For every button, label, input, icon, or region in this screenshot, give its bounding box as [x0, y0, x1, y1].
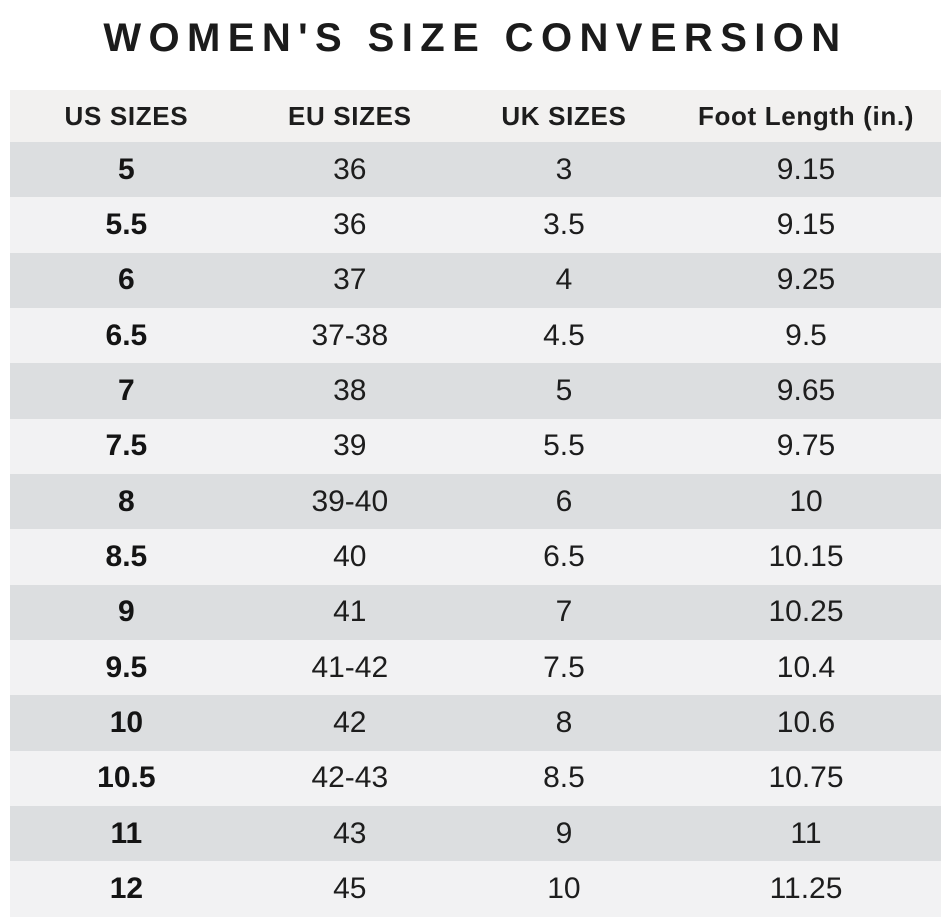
cell-us-size: 7.5	[105, 429, 148, 463]
cell-uk-size: 8	[555, 706, 573, 740]
cell-foot-length: 10.75	[768, 761, 844, 795]
cell-foot-length: 10.6	[776, 706, 836, 740]
cell-us-size: 11	[110, 816, 143, 850]
cell-uk-size: 4	[555, 263, 573, 297]
table-row: 10.5 42-43 8.5 10.75	[10, 750, 941, 807]
table-row: 12 45 10 11.25	[10, 861, 941, 917]
cell-foot-length: 9.25	[776, 263, 836, 297]
cell-uk-size: 5	[555, 374, 573, 408]
table-row: 5 36 3 9.15	[10, 142, 941, 198]
cell-us-size: 9	[118, 595, 135, 629]
cell-eu-size: 40	[333, 540, 367, 574]
cell-uk-size: 6	[555, 484, 573, 518]
cell-us-size: 5.5	[105, 208, 148, 242]
cell-foot-length: 10.4	[776, 650, 836, 684]
column-header-uk-sizes: UK SIZES	[456, 90, 671, 142]
cell-us-size: 6.5	[105, 318, 148, 352]
cell-foot-length: 9.15	[776, 208, 836, 242]
cell-eu-size: 42-43	[311, 761, 389, 795]
cell-us-size: 8	[118, 484, 135, 518]
cell-us-size: 5	[118, 152, 135, 186]
cell-uk-size: 5.5	[543, 429, 585, 463]
table-header: US SIZES EU SIZES UK SIZES Foot Length (…	[10, 90, 941, 142]
table-row: 11 43 9 11	[10, 806, 941, 862]
column-header-eu-sizes: EU SIZES	[242, 90, 457, 142]
cell-uk-size: 9	[555, 816, 573, 850]
column-header-foot-length: Foot Length (in.)	[671, 90, 941, 142]
cell-us-size: 6	[118, 263, 135, 297]
cell-us-size: 7	[118, 374, 135, 408]
cell-eu-size: 36	[333, 152, 367, 186]
cell-foot-length: 10	[789, 484, 823, 518]
cell-foot-length: 9.15	[776, 152, 836, 186]
cell-uk-size: 8.5	[543, 761, 585, 795]
cell-foot-length: 9.5	[785, 318, 827, 352]
cell-uk-size: 3.5	[543, 208, 585, 242]
cell-eu-size: 39-40	[311, 484, 389, 518]
cell-uk-size: 7	[555, 595, 573, 629]
cell-uk-size: 6.5	[543, 540, 585, 574]
cell-uk-size: 4.5	[543, 318, 585, 352]
cell-foot-length: 11.25	[769, 872, 843, 906]
cell-eu-size: 41	[333, 595, 367, 629]
table-row: 10 42 8 10.6	[10, 695, 941, 751]
cell-eu-size: 45	[333, 872, 367, 906]
table-row: 9.5 41-42 7.5 10.4	[10, 640, 941, 696]
table-row: 8 39-40 6 10	[10, 474, 941, 530]
header-row: US SIZES EU SIZES UK SIZES Foot Length (…	[10, 90, 941, 142]
cell-foot-length: 10.25	[768, 595, 844, 629]
cell-us-size: 9.5	[105, 650, 148, 684]
table-row: 9 41 7 10.25	[10, 584, 941, 641]
cell-us-size: 8.5	[105, 540, 148, 574]
table-row: 6.5 37-38 4.5 9.5	[10, 308, 941, 364]
cell-eu-size: 38	[333, 374, 367, 408]
size-table-body: 5 36 3 9.15 5.5 36 3.5 9.15 6 37 4 9.25 6.5 37-38 4.5 9…	[10, 142, 941, 917]
cell-foot-length: 9.75	[776, 429, 836, 463]
cell-eu-size: 37-38	[311, 318, 389, 352]
table-row: 6 37 4 9.25	[10, 252, 941, 309]
table-row: 8.5 40 6.5 10.15	[10, 529, 941, 585]
table-row: 7.5 39 5.5 9.75	[10, 418, 941, 475]
cell-uk-size: 7.5	[543, 650, 585, 684]
table-row: 7 38 5 9.65	[10, 363, 941, 419]
page-title: WOMEN'S SIZE CONVERSION	[103, 16, 848, 60]
cell-uk-size: 3	[555, 152, 573, 186]
table-row: 5.5 36 3.5 9.15	[10, 197, 941, 253]
size-conversion-table: US SIZES EU SIZES UK SIZES Foot Length (…	[10, 90, 941, 917]
cell-foot-length: 11	[790, 816, 822, 850]
cell-eu-size: 43	[333, 816, 367, 850]
column-header-us-sizes: US SIZES	[10, 90, 243, 142]
cell-uk-size: 10	[547, 872, 581, 906]
cell-eu-size: 39	[333, 429, 367, 463]
cell-foot-length: 10.15	[768, 540, 844, 574]
cell-eu-size: 37	[333, 263, 367, 297]
cell-us-size: 12	[109, 872, 144, 906]
cell-eu-size: 42	[333, 706, 367, 740]
cell-eu-size: 36	[333, 208, 367, 242]
cell-us-size: 10.5	[97, 761, 156, 795]
cell-foot-length: 9.65	[776, 374, 836, 408]
cell-us-size: 10	[109, 706, 144, 740]
cell-eu-size: 41-42	[311, 650, 389, 684]
